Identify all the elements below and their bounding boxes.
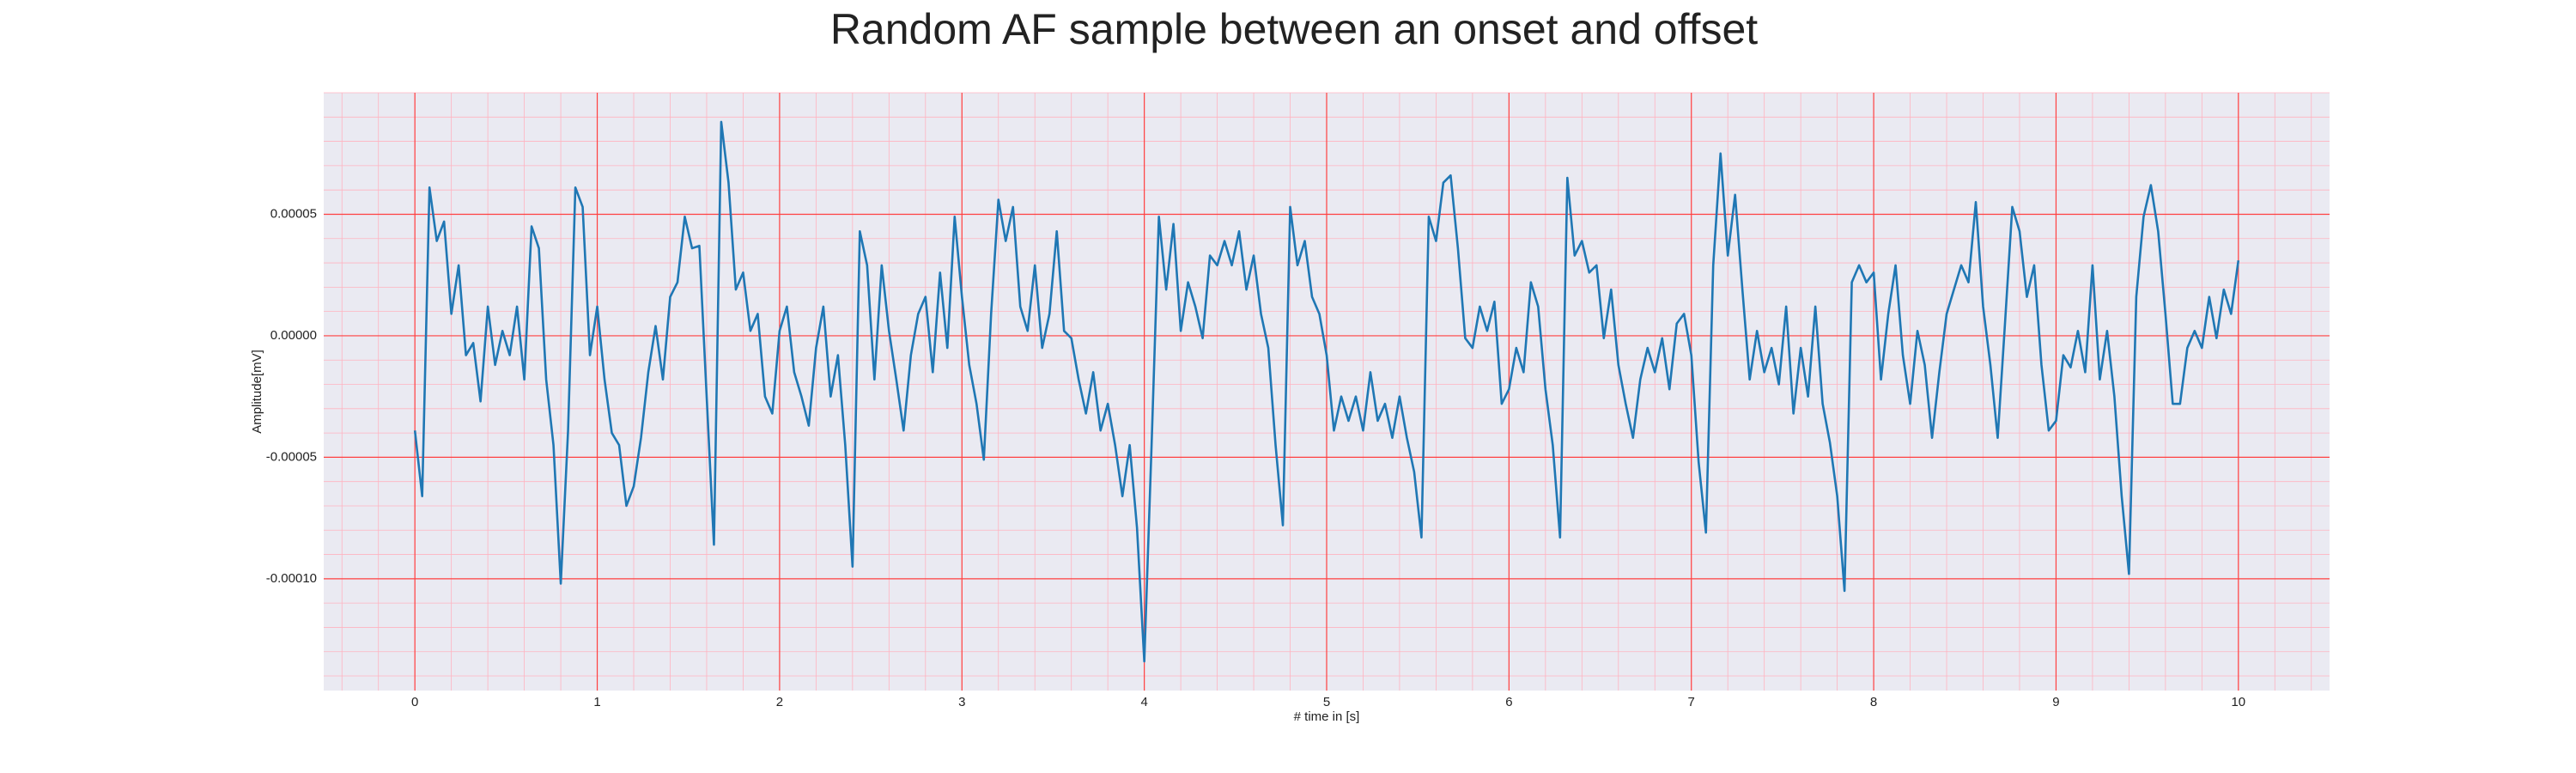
x-tick-label: 7 xyxy=(1688,695,1695,709)
y-tick-label: -0.00005 xyxy=(266,449,317,464)
x-tick-label: 6 xyxy=(1505,695,1512,709)
y-tick-label: 0.00005 xyxy=(270,206,317,221)
x-tick-label: 5 xyxy=(1323,695,1330,709)
signal-line xyxy=(413,120,2240,663)
chart-title: Random AF sample between an onset and of… xyxy=(830,5,1758,53)
grid xyxy=(324,92,2330,691)
y-tick-label: -0.00010 xyxy=(266,571,317,586)
x-tick-label: 1 xyxy=(593,695,600,709)
x-tick-label: 2 xyxy=(776,695,783,709)
x-tick-label: 3 xyxy=(958,695,965,709)
y-axis-label: Amplitude[mV] xyxy=(250,350,264,434)
x-tick-label: 10 xyxy=(2231,695,2245,709)
x-tick-label: 0 xyxy=(411,695,418,709)
y-tick-label: 0.00000 xyxy=(270,328,317,343)
x-tick-label: 9 xyxy=(2052,695,2059,709)
x-tick-label: 4 xyxy=(1140,695,1147,709)
x-axis-label: # time in [s] xyxy=(1294,709,1360,724)
x-tick-label: 8 xyxy=(1870,695,1877,709)
